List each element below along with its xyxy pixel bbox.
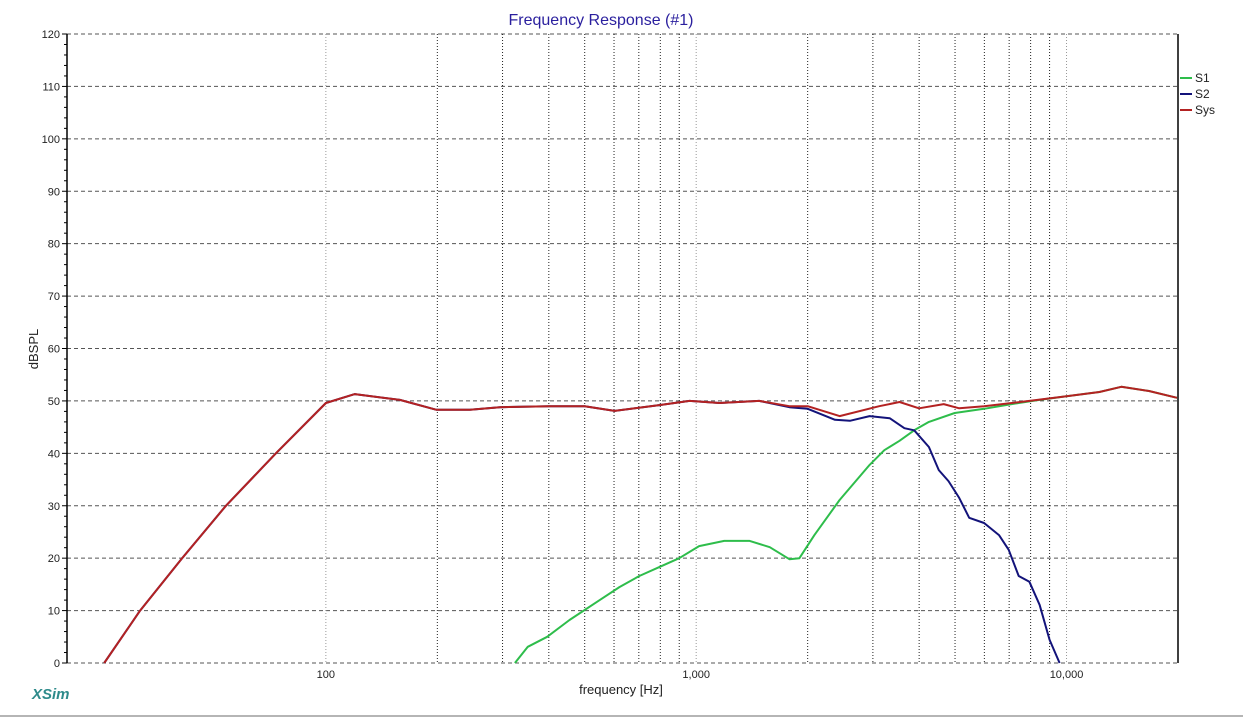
y-tick-label: 0	[54, 658, 60, 670]
legend-label: Sys	[1195, 103, 1215, 117]
legend-item-sys[interactable]: Sys	[1180, 103, 1215, 117]
y-tick-label: 60	[48, 344, 60, 356]
y-axis-label: dBSPL	[26, 329, 41, 369]
curves	[103, 385, 1178, 664]
x-tick-label: 100	[317, 669, 335, 681]
y-tick-label: 20	[48, 553, 60, 565]
y-tick-label: 100	[42, 134, 60, 146]
y-tick-label: 30	[48, 501, 60, 513]
legend-item-s1[interactable]: S1	[1180, 71, 1210, 85]
xsim-logo: XSim	[32, 686, 70, 703]
y-tick-label: 120	[42, 29, 60, 41]
y-tick-label: 50	[48, 396, 60, 408]
y-tick-label: 90	[48, 186, 60, 198]
grid-lines	[67, 33, 1178, 664]
y-tick-label: 70	[48, 291, 60, 303]
y-axis: 0 10 20 30 40 50 60 70 80 90 100 110 120	[42, 29, 1179, 670]
legend-label: S2	[1195, 87, 1210, 101]
legend: S1 S2 Sys	[1180, 71, 1215, 117]
curve-sys	[103, 385, 1178, 664]
y-tick-label: 40	[48, 448, 60, 460]
x-axis: 100 1,000 10,000	[317, 669, 1084, 681]
legend-item-s2[interactable]: S2	[1180, 87, 1210, 101]
legend-label: S1	[1195, 71, 1210, 85]
y-tick-label: 10	[48, 606, 60, 618]
curve-s1	[514, 385, 1178, 664]
footer-divider	[0, 715, 1243, 717]
y-tick-label: 80	[48, 239, 60, 251]
x-tick-label: 1,000	[682, 669, 710, 681]
curve-s2	[103, 393, 1061, 664]
x-tick-label: 10,000	[1050, 669, 1084, 681]
y-tick-label: 110	[42, 81, 60, 93]
chart-title: Frequency Response (#1)	[509, 12, 694, 29]
x-axis-label: frequency [Hz]	[579, 682, 663, 697]
